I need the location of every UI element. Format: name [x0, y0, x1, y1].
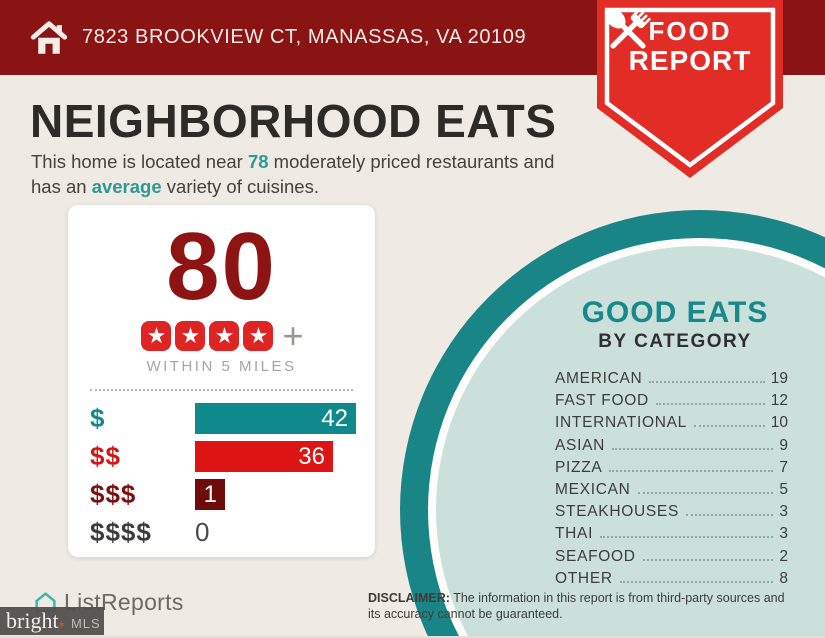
category-label: INTERNATIONAL [555, 414, 687, 432]
category-row: THAI 3 [555, 525, 788, 547]
category-count: 5 [779, 480, 788, 498]
summary-pre: This home is located near [31, 151, 248, 172]
dotted-leader [600, 536, 774, 539]
disclaimer-text: The information in this report is from t… [368, 591, 785, 621]
category-label: THAI [555, 525, 594, 543]
category-label: SEAFOOD [555, 547, 636, 565]
category-row: ASIAN 9 [555, 437, 788, 459]
dotted-leader [609, 469, 774, 472]
price-row: $42 [68, 399, 375, 437]
badge-line2: REPORT [628, 45, 752, 76]
category-count: 3 [779, 503, 788, 521]
price-row: $$$$ 0 [68, 513, 375, 551]
summary-text: This home is located near 78 moderately … [31, 150, 587, 200]
category-count: 7 [779, 458, 788, 476]
spoon-fork-icon [605, 8, 651, 49]
category-count: 2 [779, 547, 788, 565]
mls-wordmark: MLS [70, 616, 101, 631]
category-row: AMERICAN 19 [555, 370, 788, 392]
category-count: 12 [770, 392, 788, 410]
star-icon: ★ [243, 321, 274, 351]
category-label: ASIAN [555, 436, 606, 454]
star-icon: ★ [175, 321, 206, 351]
home-icon [30, 20, 68, 54]
dotted-leader [685, 514, 774, 517]
bottom-edge [0, 636, 825, 638]
dotted-leader [655, 403, 765, 406]
property-address: 7823 BROOKVIEW CT, MANASSAS, VA 20109 [82, 26, 527, 48]
category-row: INTERNATIONAL 10 [555, 414, 788, 436]
category-row: FAST FOOD 12 [555, 392, 788, 414]
score-card: 80 ★ ★ ★ ★ + WITHIN 5 MILES $42 $$ 36 $$$ 1 $$$$ 0 [68, 205, 375, 557]
category-label: FAST FOOD [555, 392, 649, 410]
price-level-bar-chart: $42 $$ 36 $$$ 1 $$$$ 0 [68, 399, 375, 551]
price-bar: 1 [195, 478, 225, 510]
dotted-leader [649, 381, 765, 383]
badge-line1: FOOD [648, 16, 732, 46]
category-row: STEAKHOUSES 3 [555, 503, 788, 525]
category-count: 19 [770, 370, 788, 387]
category-row: PIZZA 7 [555, 459, 788, 481]
category-label: MEXICAN [555, 480, 631, 498]
radius-label: WITHIN 5 MILES [146, 358, 297, 375]
good-eats-title: GOOD EATS [581, 296, 769, 329]
category-count: 3 [779, 525, 788, 543]
good-eats-subtitle: BY CATEGORY [598, 331, 752, 352]
star-icon: ★ [209, 321, 240, 351]
dotted-leader [693, 425, 765, 428]
price-level-label: $$$$ [90, 516, 152, 547]
variety-accent: average [91, 175, 162, 197]
category-list: AMERICAN 19 FAST FOOD 12 INTERNATIONAL 10 ASIA… [548, 370, 788, 592]
price-level-label: $$$ [90, 478, 137, 509]
category-row: SEAFOOD 2 [555, 548, 788, 570]
restaurant-score: 80 [166, 213, 277, 320]
price-zero-value: 0 [195, 516, 210, 547]
price-bar: 42 [195, 402, 356, 434]
bright-wordmark: bright [6, 608, 59, 633]
summary-post: variety of cuisines. [161, 175, 319, 197]
dotted-leader [619, 580, 774, 583]
dotted-leader [612, 447, 774, 450]
disclaimer-label: DISCLAIMER: [368, 591, 450, 605]
dotted-leader [637, 491, 774, 494]
badge-title: FOOD REPORT [597, 16, 783, 77]
price-level-label: $$ [90, 440, 121, 471]
plus-icon: + [282, 315, 304, 356]
star-icon: ★ [141, 321, 172, 351]
price-bar: 36 [195, 440, 333, 472]
bright-mls-logo: bright ✶ MLS [0, 607, 104, 635]
category-label: OTHER [555, 569, 613, 587]
bright-star-icon: ✶ [57, 620, 66, 631]
category-count: 8 [779, 569, 788, 587]
restaurant-count: 78 [247, 151, 269, 172]
category-count: 10 [770, 414, 788, 432]
dotted-leader [642, 558, 774, 561]
category-count: 9 [779, 436, 788, 454]
summary-mid: moderately priced restaurants and has an [31, 151, 555, 197]
price-level-label: $ [90, 402, 106, 433]
category-label: PIZZA [555, 458, 603, 476]
category-label: AMERICAN [555, 370, 643, 387]
category-row: MEXICAN 5 [555, 481, 788, 503]
divider [90, 389, 353, 391]
good-eats-panel: GOOD EATS BY CATEGORY AMERICAN 19 FAST FOO… [548, 296, 802, 592]
category-row: OTHER 8 [555, 570, 788, 592]
disclaimer: DISCLAIMER: The information in this repo… [368, 591, 796, 622]
price-row: $$$ 1 [68, 475, 375, 513]
page-title: NEIGHBORHOOD EATS [30, 95, 557, 147]
price-row: $$ 36 [68, 437, 375, 475]
category-label: STEAKHOUSES [555, 503, 679, 521]
star-rating: ★ ★ ★ ★ + [68, 315, 375, 356]
food-report-badge: FOOD REPORT [597, 0, 783, 178]
